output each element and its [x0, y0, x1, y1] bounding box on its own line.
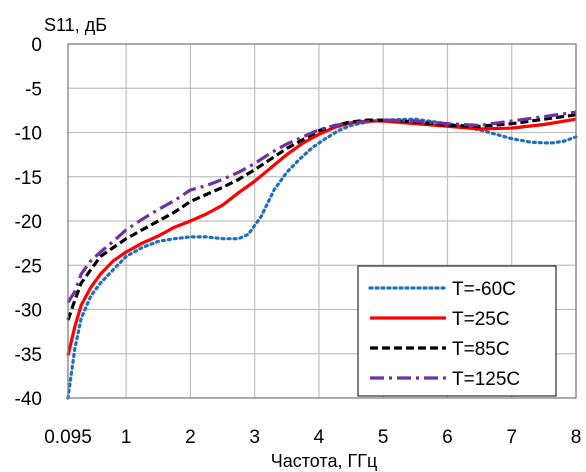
x-tick-label: 2 — [185, 427, 196, 448]
series-lines — [66, 110, 578, 400]
x-tick-label: 7 — [506, 427, 517, 448]
y-tick-label: -10 — [15, 124, 42, 145]
y-axis-tick-labels: 0 -5 -10 -15 -20 -25 -30 -35 -40 — [15, 35, 42, 410]
plot-area-border — [67, 43, 577, 399]
x-tick-label: 5 — [378, 427, 389, 448]
x-tick-label: 1 — [121, 427, 132, 448]
y-tick-label: -20 — [15, 212, 42, 233]
x-tick-label: 3 — [249, 427, 260, 448]
series-line-t-85c — [66, 113, 577, 321]
y-tick-label: -15 — [15, 168, 42, 189]
legend-label-t-60c: T=-60C — [452, 279, 516, 300]
x-tick-label: 0.095 — [44, 427, 92, 448]
y-tick-label: 0 — [31, 35, 42, 56]
legend-label-t-85c: T=85C — [452, 339, 510, 360]
y-tick-label: -30 — [15, 301, 42, 322]
legend: T=-60C T=25C T=85C T=125C — [357, 265, 557, 397]
x-tick-label: 4 — [314, 427, 325, 448]
x-axis-title: Частота, ГГц — [271, 451, 378, 471]
x-axis-tick-labels: 0.095 1 2 3 4 5 6 7 8 — [44, 427, 581, 448]
y-axis-title: S11, дБ — [44, 15, 107, 35]
y-tick-label: -35 — [15, 345, 42, 366]
y-tick-label: -25 — [15, 256, 42, 277]
y-tick-label: -40 — [15, 389, 42, 410]
legend-box — [357, 265, 557, 397]
x-tick-label: 6 — [442, 427, 453, 448]
legend-label-t-25c: T=25C — [452, 309, 510, 330]
x-tick-label: 8 — [571, 427, 582, 448]
y-tick-label: -5 — [25, 79, 42, 100]
legend-label-t-125c: T=125C — [452, 369, 520, 390]
